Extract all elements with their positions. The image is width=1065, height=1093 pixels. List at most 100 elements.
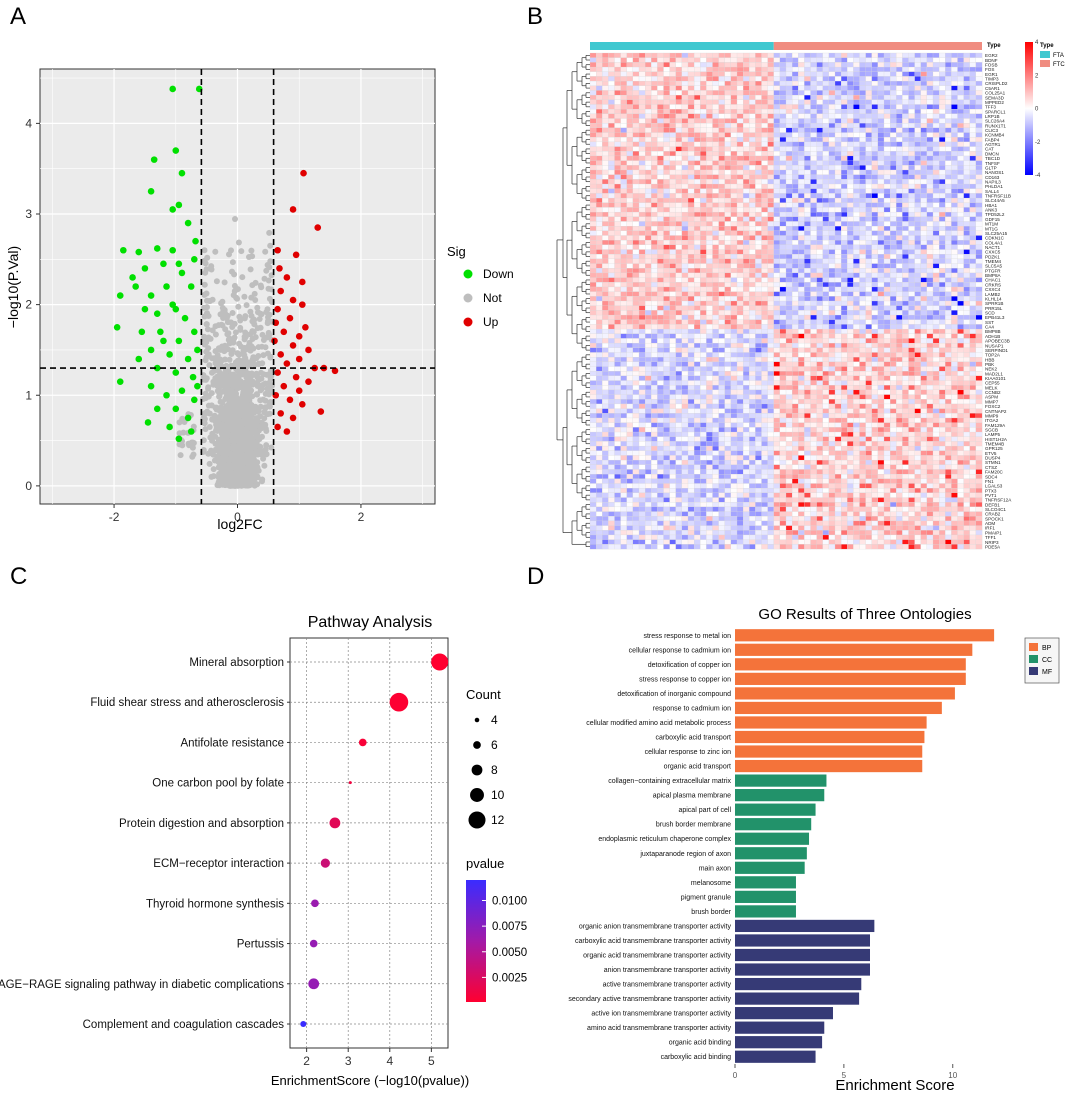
heatmap-cell xyxy=(749,169,756,175)
heatmap-cell xyxy=(810,151,817,157)
heatmap-cell xyxy=(608,211,615,217)
heatmap-cell xyxy=(749,183,756,189)
heatmap-cell xyxy=(914,52,921,58)
heatmap-cell xyxy=(589,113,597,119)
heatmap-cell xyxy=(675,57,683,63)
heatmap-cell xyxy=(681,113,689,119)
heatmap-cell xyxy=(718,141,725,147)
heatmap-cell xyxy=(724,240,732,246)
heatmap-cell xyxy=(975,90,983,96)
heatmap-cell xyxy=(828,62,836,68)
heatmap-cell xyxy=(620,155,627,161)
heatmap-cell xyxy=(902,141,909,147)
heatmap-cell xyxy=(657,94,664,101)
volcano-point-not xyxy=(243,429,250,436)
heatmap-cell xyxy=(706,99,713,105)
heatmap-cell xyxy=(687,113,695,119)
heatmap-cell xyxy=(834,226,842,232)
heatmap-cell xyxy=(694,85,701,91)
heatmap-cell xyxy=(718,211,725,217)
heatmap-cell xyxy=(920,230,928,236)
heatmap-cell xyxy=(614,52,621,58)
heatmap-cell xyxy=(785,207,793,213)
heatmap-cell xyxy=(779,132,787,138)
heatmap-cell xyxy=(589,71,597,77)
heatmap-cell xyxy=(651,230,658,236)
heatmap-cell xyxy=(645,211,652,217)
heatmap-cell xyxy=(675,165,683,171)
heatmap-cell xyxy=(828,193,836,199)
volcano-point-not xyxy=(237,324,244,331)
heatmap-cell xyxy=(687,80,695,86)
heatmap-cell xyxy=(969,127,977,133)
heatmap-cell xyxy=(638,62,646,68)
heatmap-cell xyxy=(853,141,860,147)
heatmap-cell xyxy=(847,174,854,180)
heatmap-cell xyxy=(816,104,823,110)
heatmap-cell xyxy=(694,141,701,147)
heatmap-cell xyxy=(712,57,719,63)
heatmap-cell xyxy=(773,211,781,217)
heatmap-cell xyxy=(761,141,768,147)
heatmap-cell xyxy=(841,235,848,241)
heatmap-cell xyxy=(896,62,903,68)
heatmap-cell xyxy=(675,179,683,185)
heatmap-cell xyxy=(706,226,713,232)
heatmap-cell xyxy=(645,155,652,161)
heatmap-cell xyxy=(957,127,964,133)
heatmap-cell xyxy=(792,207,799,213)
heatmap-cell xyxy=(804,226,811,232)
heatmap-cell xyxy=(645,137,652,143)
heatmap-cell xyxy=(749,104,756,110)
heatmap-cell xyxy=(896,118,903,124)
heatmap-cell xyxy=(589,240,597,246)
heatmap-cell xyxy=(920,104,928,110)
heatmap-cell xyxy=(822,151,830,157)
heatmap-cell xyxy=(914,197,921,203)
heatmap-cell xyxy=(663,57,670,63)
heatmap-cell xyxy=(932,66,940,72)
heatmap-cell xyxy=(761,62,768,68)
heatmap-cell xyxy=(896,94,903,101)
heatmap-cell xyxy=(743,226,750,232)
heatmap-cell xyxy=(804,216,811,222)
heatmap-cell xyxy=(614,66,621,72)
heatmap-cell xyxy=(743,141,750,147)
heatmap-cell xyxy=(669,183,676,189)
heatmap-cell xyxy=(822,99,830,105)
heatmap-cell xyxy=(859,202,866,208)
heatmap-cell xyxy=(883,174,891,180)
volcano-point-not xyxy=(239,274,246,281)
volcano-point-not xyxy=(266,402,272,409)
heatmap-cell xyxy=(804,109,811,115)
heatmap-cell xyxy=(596,109,603,115)
heatmap-cell xyxy=(865,230,872,236)
heatmap-cell xyxy=(632,109,640,115)
heatmap-cell xyxy=(694,113,701,119)
heatmap-cell xyxy=(841,76,848,82)
heatmap-cell xyxy=(730,113,738,119)
heatmap-cell xyxy=(957,80,964,86)
heatmap-cell xyxy=(589,66,597,72)
heatmap-cell xyxy=(816,183,823,189)
heatmap-cell xyxy=(645,160,652,166)
heatmap-cell xyxy=(847,216,854,222)
volcano-point-not xyxy=(228,247,234,254)
heatmap-cell xyxy=(749,141,756,147)
heatmap-cell xyxy=(877,90,885,96)
heatmap-cell xyxy=(779,127,787,133)
heatmap-cell xyxy=(804,90,811,96)
heatmap-cell xyxy=(939,104,946,110)
heatmap-cell xyxy=(663,202,670,208)
heatmap-cell xyxy=(626,127,634,133)
heatmap-cell xyxy=(626,132,634,138)
heatmap-cell xyxy=(853,240,860,246)
heatmap-cell xyxy=(847,240,854,246)
heatmap-cell xyxy=(932,202,940,208)
heatmap-cell xyxy=(963,240,970,246)
heatmap-cell xyxy=(596,188,603,194)
heatmap-cell xyxy=(694,197,701,203)
heatmap-cell xyxy=(896,109,903,115)
heatmap-cell xyxy=(614,146,621,152)
heatmap-cell xyxy=(589,188,597,194)
